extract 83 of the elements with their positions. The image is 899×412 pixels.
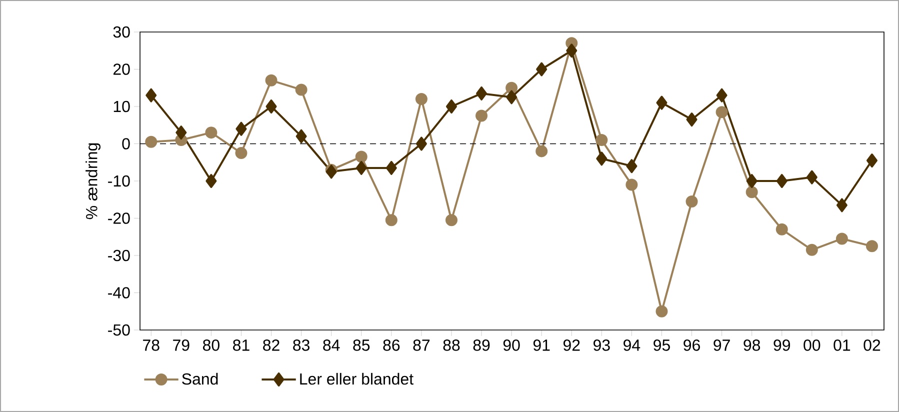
point	[145, 136, 158, 148]
point	[476, 110, 488, 122]
y-tick-label: -40	[108, 287, 130, 298]
point	[536, 145, 548, 158]
point	[146, 88, 157, 102]
x-tick-label: 97	[714, 340, 730, 351]
point	[806, 244, 818, 256]
x-tick-label: 98	[744, 340, 760, 351]
x-tick-label: 02	[864, 340, 880, 351]
x-tick-label: 83	[293, 340, 310, 351]
point	[656, 96, 668, 110]
point	[626, 178, 638, 191]
point	[866, 154, 878, 168]
x-tick-label: 88	[443, 340, 460, 351]
x-tick-label: 87	[413, 340, 430, 351]
x-tick-label: 85	[353, 340, 370, 351]
point	[176, 126, 187, 140]
point	[536, 62, 548, 76]
x-tick-label: 78	[143, 340, 160, 351]
point	[296, 129, 307, 144]
point	[416, 136, 427, 151]
point	[206, 174, 217, 188]
y-tick-label: -30	[108, 250, 130, 262]
x-tick-label: 90	[503, 340, 520, 351]
point	[716, 106, 728, 118]
y-tick-label: 30	[113, 26, 130, 38]
point	[686, 195, 698, 208]
point	[596, 152, 608, 166]
point	[476, 86, 488, 100]
y-tick-label: 0	[122, 138, 130, 150]
x-tick-label: 01	[834, 340, 850, 351]
point	[326, 164, 337, 179]
x-tick-label: 81	[233, 340, 250, 351]
point	[686, 112, 698, 127]
point	[295, 84, 308, 96]
point	[746, 174, 758, 188]
x-tick-label: 80	[202, 340, 220, 351]
point	[205, 126, 218, 139]
x-tick-label: 93	[594, 340, 610, 351]
point	[776, 174, 788, 188]
y-axis-title: % ændring	[86, 143, 100, 220]
point	[596, 134, 608, 146]
point	[776, 223, 788, 236]
x-tick-label: 00	[804, 340, 820, 351]
y-tick-label: 10	[114, 100, 130, 112]
point	[746, 186, 758, 198]
x-tick-label: 99	[774, 340, 790, 351]
x-tick-label: 86	[383, 340, 400, 351]
x-tick-label: 96	[684, 340, 700, 351]
x-tick-label: 94	[624, 340, 640, 351]
point	[836, 198, 848, 212]
point	[445, 214, 458, 226]
point	[806, 170, 818, 184]
point	[235, 147, 248, 160]
point	[836, 232, 848, 245]
point	[385, 214, 398, 226]
x-tick-label: 82	[263, 340, 280, 351]
point	[236, 122, 247, 136]
point	[566, 44, 578, 58]
point	[415, 93, 428, 106]
legend-label: Ler eller blandet	[300, 372, 414, 385]
point	[866, 240, 878, 252]
legend-label: Sand	[182, 372, 218, 385]
y-tick-label: -10	[108, 175, 130, 187]
point	[386, 160, 397, 175]
x-tick-label: 89	[473, 340, 490, 351]
point	[506, 90, 518, 104]
point	[265, 74, 278, 86]
point	[626, 159, 638, 174]
y-tick-label: 20	[113, 64, 130, 75]
point	[266, 99, 277, 114]
point	[656, 305, 668, 318]
point	[716, 88, 728, 102]
point	[446, 99, 457, 114]
point	[356, 160, 367, 175]
x-tick-label: 91	[533, 340, 550, 351]
y-tick-label: -20	[108, 212, 130, 224]
x-tick-label: 92	[563, 340, 580, 351]
y-tick-label: -50	[108, 324, 130, 336]
x-tick-label: 95	[654, 340, 670, 351]
x-tick-label: 84	[323, 340, 340, 351]
x-tick-label: 79	[173, 340, 190, 351]
point	[355, 150, 368, 163]
